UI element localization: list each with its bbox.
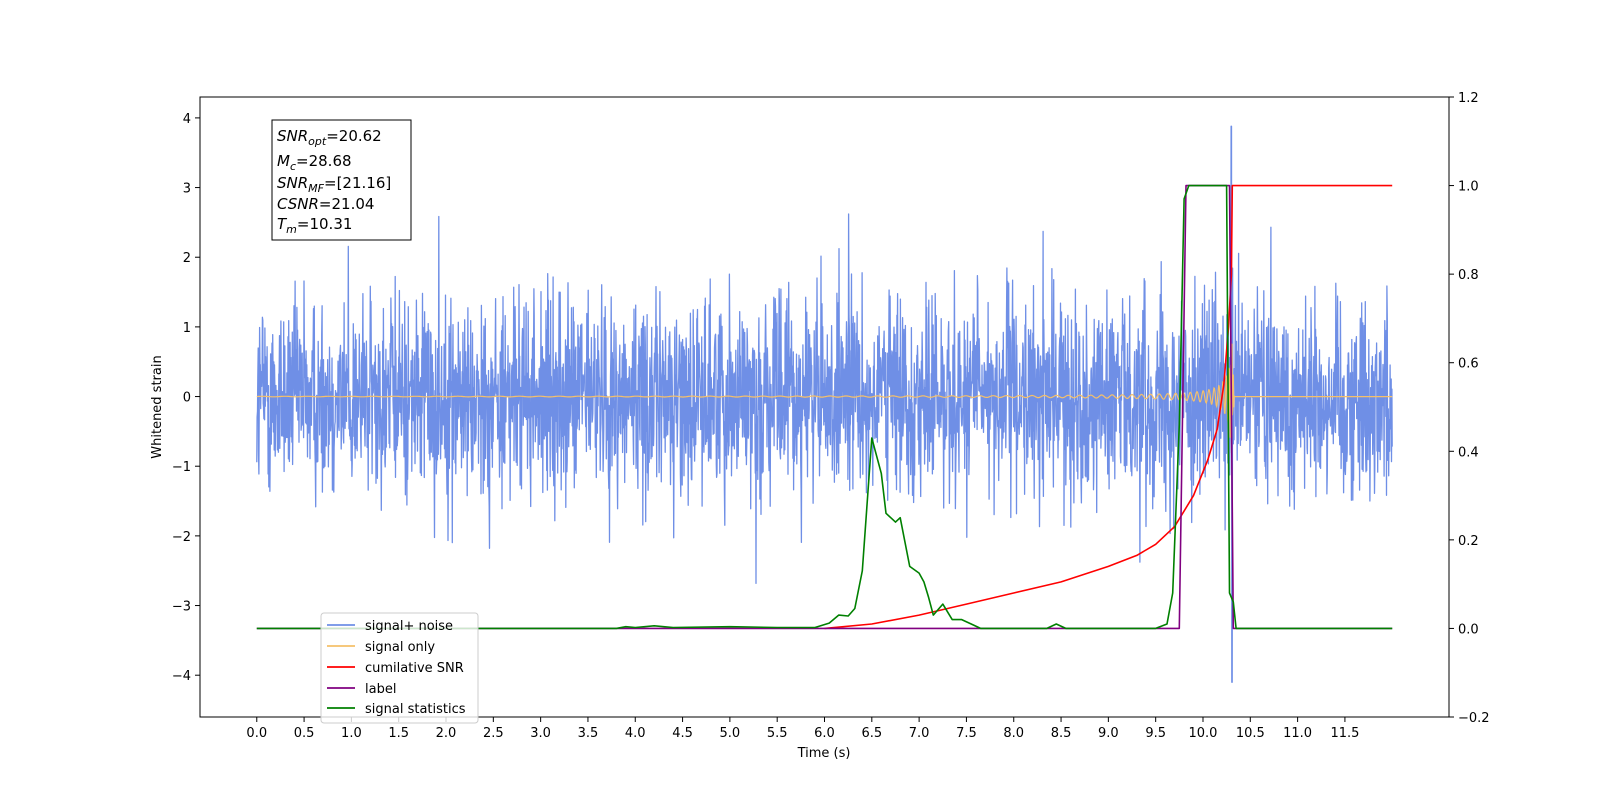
- x-tick-label: 4.5: [672, 726, 693, 741]
- x-tick-label: 6.0: [814, 726, 835, 741]
- stats-box: SNRopt=20.62 Mc=28.68 SNRMF=[21.16] CSNR…: [271, 119, 412, 241]
- legend-label-signal-noise: signal+ noise: [365, 619, 453, 634]
- stat-snr-opt: SNRopt=20.62: [277, 127, 382, 148]
- x-tick-label: 2.0: [436, 726, 457, 741]
- series-layer: [256, 125, 1393, 683]
- y2-tick-label: 0.2: [1458, 534, 1479, 549]
- y-axis-left: 4 3 2 1 0 −1 −2 −3 −4: [172, 112, 200, 684]
- x-tick-label: 8.5: [1051, 726, 1072, 741]
- x-tick-label: 3.0: [530, 726, 551, 741]
- legend-frame: [320, 612, 479, 724]
- x-tick-label: 10.5: [1236, 726, 1265, 741]
- x-tick-label: 8.0: [1003, 726, 1024, 741]
- x-tick-label: 0.0: [246, 726, 267, 741]
- stat-tm: Tm=10.31: [277, 215, 352, 236]
- x-tick-label: 11.0: [1283, 726, 1312, 741]
- x-tick-label: 1.5: [388, 726, 409, 741]
- x-tick-label: 6.5: [861, 726, 882, 741]
- y2-tick-label: 0.8: [1458, 268, 1479, 283]
- y-tick-label: 0: [183, 391, 191, 406]
- stat-snr-mf: SNRMF=[21.16]: [277, 174, 391, 195]
- legend: signal+ noise signal only cumilative SNR…: [320, 612, 479, 724]
- y-axis-right: 1.2 1.0 0.8 0.6 0.4 0.2 0.0 −0.2: [1449, 91, 1490, 726]
- series-signal-only-line: [256, 343, 1393, 454]
- y-tick-label: −1: [172, 460, 191, 475]
- y-tick-label: −2: [172, 530, 191, 545]
- x-tick-label: 7.0: [909, 726, 930, 741]
- y2-tick-label: 0.0: [1458, 622, 1479, 637]
- x-tick-label: 2.5: [483, 726, 504, 741]
- x-tick-label: 1.0: [341, 726, 362, 741]
- y2-tick-label: 0.4: [1458, 445, 1479, 460]
- x-tick-label: 9.0: [1098, 726, 1119, 741]
- x-tick-label: 0.5: [294, 726, 315, 741]
- x-tick-label: 5.5: [767, 726, 788, 741]
- legend-label-signal-statistics: signal statistics: [365, 702, 466, 717]
- x-axis-label: Time (s): [797, 746, 851, 761]
- y-tick-label: 4: [183, 112, 191, 127]
- y-tick-label: −4: [172, 669, 191, 684]
- x-axis: 0.0 0.5 1.0 1.5 2.0 2.5 3.0 3.5 4.0 4.5 5.0 5.5 6.0 6…: [246, 717, 1359, 741]
- y-tick-label: 2: [183, 251, 191, 266]
- x-tick-label: 9.5: [1145, 726, 1166, 741]
- series-signal-statistics-line: [256, 184, 1393, 630]
- y2-tick-label: 1.0: [1458, 180, 1479, 195]
- legend-label-label: label: [365, 682, 396, 697]
- y2-tick-label: 0.6: [1458, 357, 1479, 372]
- x-tick-label: 4.0: [625, 726, 646, 741]
- legend-label-signal-only: signal only: [365, 640, 435, 655]
- series-cumulative-snr-line: [824, 184, 1393, 630]
- x-tick-label: 11.5: [1330, 726, 1359, 741]
- series-signal-noise-line: [256, 125, 1393, 683]
- y-tick-label: 3: [183, 182, 191, 197]
- y2-tick-label: −0.2: [1458, 711, 1490, 726]
- x-tick-label: 5.0: [720, 726, 741, 741]
- y-axis-label: Whitened strain: [150, 355, 165, 458]
- stat-mc: Mc=28.68: [277, 152, 352, 173]
- stat-csnr: CSNR=21.04: [277, 195, 374, 213]
- stats-box-frame: [271, 119, 412, 241]
- y-tick-label: −3: [172, 600, 191, 615]
- x-tick-label: 3.5: [578, 726, 599, 741]
- x-tick-label: 10.0: [1189, 726, 1218, 741]
- y2-tick-label: 1.2: [1458, 91, 1479, 106]
- y-tick-label: 1: [183, 321, 191, 336]
- legend-label-cumulative-snr: cumilative SNR: [365, 661, 464, 676]
- x-tick-label: 7.5: [956, 726, 977, 741]
